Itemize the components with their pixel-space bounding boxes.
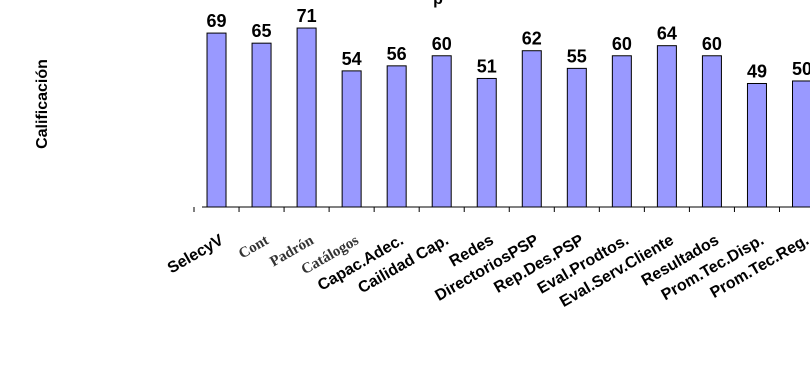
- data-label-8: 55: [567, 46, 587, 66]
- bar-4: [386, 65, 407, 208]
- bars-group: [206, 27, 810, 208]
- data-label-4: 56: [387, 44, 407, 64]
- x-ticks-group: [193, 207, 780, 212]
- y-axis-label: Calificación: [34, 59, 51, 149]
- data-label-13: 50: [792, 59, 810, 79]
- bar-9: [611, 55, 632, 208]
- bar-5: [431, 55, 452, 208]
- bar-0: [206, 32, 227, 208]
- data-label-2: 71: [297, 6, 317, 26]
- data-label-11: 60: [702, 34, 722, 54]
- bar-3: [341, 70, 362, 208]
- data-label-5: 60: [432, 34, 452, 54]
- bar-10: [656, 45, 677, 208]
- washed-label-patch: [125, 225, 351, 341]
- data-label-9: 60: [612, 34, 632, 54]
- data-label-7: 62: [522, 29, 542, 49]
- bar-12: [746, 82, 767, 208]
- data-label-6: 51: [477, 56, 497, 76]
- data-labels-group: 69 65 71 54 56 60 51 62 55 60 64 60 49 50: [207, 6, 810, 81]
- bar-11: [701, 55, 722, 208]
- bar-8: [566, 67, 587, 208]
- chart-title-fragment: p: [433, 0, 443, 8]
- data-label-10: 64: [657, 24, 677, 44]
- bar-13: [792, 80, 810, 208]
- bar-1: [251, 42, 272, 208]
- bar-6: [476, 77, 497, 208]
- data-label-12: 49: [747, 61, 767, 81]
- data-label-1: 65: [252, 21, 272, 41]
- data-label-0: 69: [207, 11, 227, 31]
- data-label-3: 54: [342, 49, 362, 69]
- bar-7: [521, 50, 542, 208]
- bar-2: [296, 27, 317, 208]
